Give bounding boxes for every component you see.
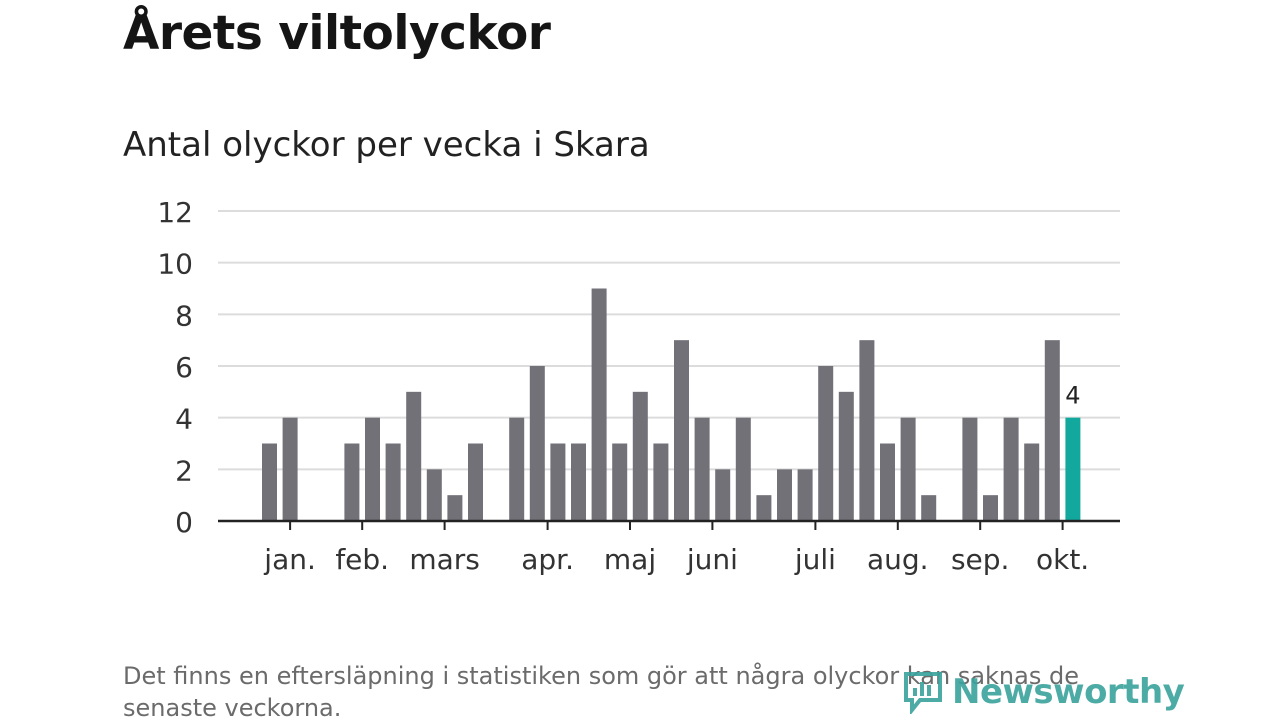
bar bbox=[1065, 417, 1081, 521]
bar bbox=[859, 340, 875, 521]
bar bbox=[715, 469, 731, 521]
bar bbox=[571, 443, 586, 521]
bar bbox=[1003, 417, 1019, 521]
bar bbox=[426, 469, 442, 521]
x-tick-label: maj bbox=[604, 543, 656, 576]
bar bbox=[344, 443, 360, 521]
x-tick-label: feb. bbox=[335, 543, 389, 576]
y-tick-label: 0 bbox=[175, 506, 193, 539]
bar bbox=[983, 495, 998, 521]
highlight-value-label: 4 bbox=[1065, 382, 1080, 410]
bars bbox=[262, 288, 1081, 521]
bar bbox=[694, 417, 710, 521]
chart-title: Årets viltolyckor bbox=[123, 6, 551, 61]
bar bbox=[529, 366, 545, 521]
bar-chart: 0 2 4 6 8 10 12 jan. feb. mars apr. maj juni juli aug… bbox=[157, 196, 1120, 576]
y-tick-label: 10 bbox=[157, 248, 193, 281]
y-tick-label: 8 bbox=[175, 299, 193, 332]
x-tick-label: okt. bbox=[1036, 543, 1089, 576]
bar bbox=[838, 391, 854, 521]
bar bbox=[365, 417, 380, 521]
bar bbox=[632, 391, 648, 521]
bar bbox=[1024, 443, 1040, 521]
y-tick-label: 2 bbox=[175, 454, 193, 487]
bar bbox=[921, 495, 937, 521]
bar bbox=[900, 417, 916, 521]
bar bbox=[385, 443, 401, 521]
x-tick-label: apr. bbox=[521, 543, 574, 576]
chart-subtitle: Antal olyckor per vecka i Skara bbox=[123, 125, 650, 165]
bar bbox=[756, 495, 772, 521]
grid-lines bbox=[218, 210, 1120, 471]
data-labels: 4 bbox=[1065, 382, 1080, 410]
bar bbox=[550, 443, 566, 521]
logo-icon bbox=[904, 672, 942, 714]
logo-text: Newsworthy bbox=[952, 672, 1185, 712]
bar bbox=[406, 391, 422, 521]
bar bbox=[612, 443, 628, 521]
bar bbox=[509, 417, 525, 521]
bar bbox=[468, 443, 483, 521]
x-tick-label: juni bbox=[686, 543, 738, 576]
bar bbox=[262, 443, 277, 521]
bar bbox=[282, 417, 298, 521]
y-axis-ticks: 0 2 4 6 8 10 12 bbox=[157, 196, 193, 539]
y-tick-label: 12 bbox=[157, 196, 193, 229]
bar bbox=[653, 443, 669, 521]
bar bbox=[1044, 340, 1060, 521]
x-tick-label: sep. bbox=[951, 543, 1010, 576]
x-tick-label: aug. bbox=[867, 543, 929, 576]
y-tick-label: 4 bbox=[175, 403, 193, 436]
x-tick-label: juli bbox=[794, 543, 836, 576]
bar bbox=[818, 366, 834, 521]
y-tick-label: 6 bbox=[175, 351, 193, 384]
bar bbox=[591, 288, 607, 521]
bar bbox=[447, 495, 463, 521]
bar bbox=[777, 469, 792, 521]
x-tick-label: mars bbox=[409, 543, 480, 576]
bar bbox=[735, 417, 751, 521]
bar bbox=[880, 443, 895, 521]
bar bbox=[674, 340, 689, 521]
x-axis: jan. feb. mars apr. maj juni juli aug. sep. okt. bbox=[218, 519, 1120, 576]
bar bbox=[962, 417, 978, 521]
newsworthy-logo: Newsworthy bbox=[902, 670, 1185, 714]
x-tick-label: jan. bbox=[263, 543, 316, 576]
bar bbox=[797, 469, 813, 521]
